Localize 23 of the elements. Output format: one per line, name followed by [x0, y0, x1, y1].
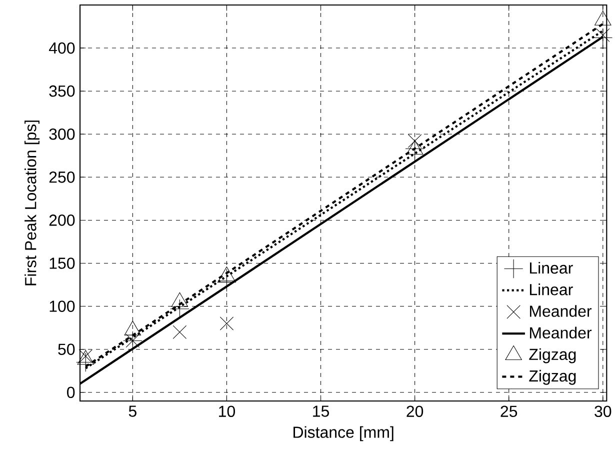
- y-tick-label: 0: [67, 386, 75, 398]
- x-tick-label: 20: [406, 406, 424, 418]
- y-tick-label: 100: [50, 300, 75, 312]
- x-tick-label: 15: [313, 406, 329, 417]
- x-tick-label: 5: [128, 406, 136, 417]
- x-axis-title: Distance [mm]: [294, 426, 394, 442]
- legend-label: Meander: [530, 305, 592, 317]
- y-axis-title: First Peak Location [ps]: [24, 120, 40, 286]
- legend-label: Zigzag: [529, 370, 576, 385]
- legend-label: Linear: [530, 262, 573, 274]
- y-tick-label: 350: [49, 85, 75, 97]
- x-tick-label: 25: [500, 406, 518, 418]
- x-tick-label: 30: [594, 406, 612, 418]
- y-tick-label: 200: [49, 214, 75, 226]
- x-tick-label: 10: [219, 406, 235, 418]
- y-tick-label: 250: [49, 172, 75, 183]
- legend-label: Linear: [530, 284, 573, 296]
- legend-label: Zigzag: [529, 348, 576, 364]
- y-tick-label: 150: [50, 258, 75, 269]
- y-tick-label: 300: [49, 128, 75, 140]
- y-tick-label: 50: [58, 344, 75, 355]
- y-tick-label: 400: [48, 42, 75, 54]
- legend-label: Meander: [530, 326, 592, 338]
